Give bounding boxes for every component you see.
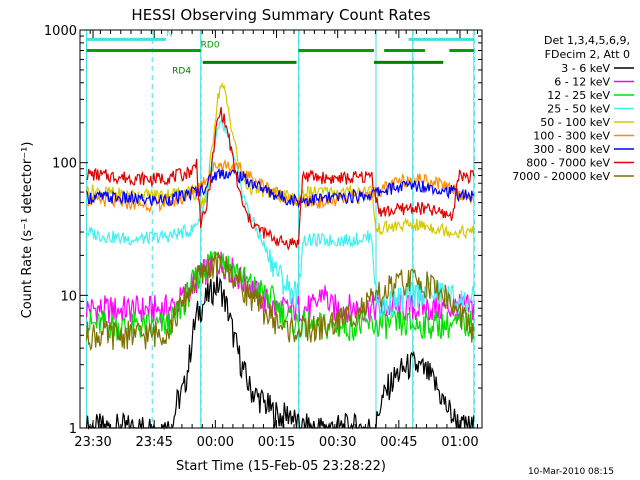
y-tick-label: 100 [52,157,77,172]
x-tick-label: 00:45 [380,435,417,450]
legend-header: FDecim 2, Att 0 [545,48,630,61]
legend-label: 6 - 12 keV [554,76,610,89]
series-line-6 [85,167,475,209]
x-tick-label: 23:45 [135,435,172,450]
footer-timestamp: 10-Mar-2010 08:15 [528,467,614,477]
legend-label: 100 - 300 keV [533,130,610,143]
series-group [85,82,475,431]
axes: 1 10 100 1000 23:30 23:45 00:00 00:15 00:30 00:45… [44,24,482,450]
legend-label: 12 - 25 keV [547,89,610,102]
x-axis-label: Start Time (15-Feb-05 23:28:22) [176,459,386,474]
series-line-3 [85,120,475,319]
x-tick-label: 00:30 [319,435,356,450]
x-tick-label: 00:15 [258,435,295,450]
flag-label-rd0: RD0 [201,41,220,51]
vertical-markers [86,30,475,428]
legend-header: Det 1,3,4,5,6,9, [544,34,630,47]
flag-lines: N RD0 RD4 [86,29,474,76]
series-line-8 [85,251,475,351]
legend-label: 3 - 6 keV [561,62,610,75]
y-tick-label: 1 [69,422,77,437]
x-tick-label: 23:30 [74,435,111,450]
legend-label: 50 - 100 keV [540,116,610,129]
legend-label: 25 - 50 keV [547,103,610,116]
x-tick-label: 00:00 [197,435,234,450]
flag-label-n: N [166,29,173,39]
chart-title: HESSI Observing Summary Count Rates [131,6,430,24]
y-tick-label: 10 [60,289,77,304]
series-line-7 [86,106,475,251]
y-axis-label: Count Rate (s⁻¹ detector⁻¹) [20,142,35,319]
legend-label: 300 - 800 keV [533,143,610,156]
plot-frame [79,29,483,429]
series-line-4 [85,82,475,240]
flag-label-rd4: RD4 [172,66,191,76]
legend-label: 800 - 7000 keV [526,157,610,170]
x-tick-label: 01:00 [441,435,478,450]
legend-label: 7000 - 20000 keV [512,170,610,183]
y-tick-label: 1000 [44,24,77,39]
legend: Det 1,3,4,5,6,9,FDecim 2, Att 03 - 6 keV… [512,34,634,183]
